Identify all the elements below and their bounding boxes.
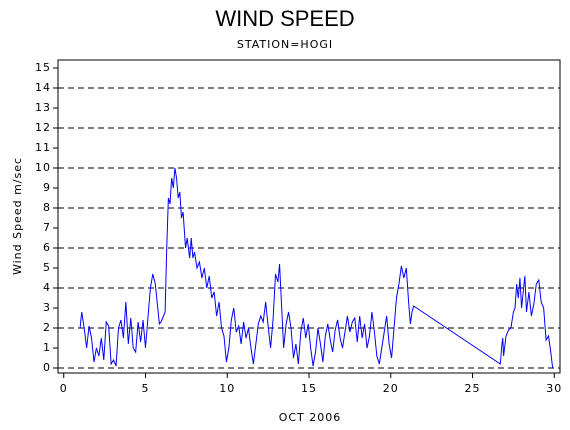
x-tick-label: 25 (465, 382, 481, 395)
y-tick-label: 7 (43, 221, 51, 234)
y-tick-label: 12 (35, 121, 51, 134)
y-tick-label: 8 (43, 201, 51, 214)
y-tick-label: 4 (43, 281, 51, 294)
y-tick-label: 13 (35, 101, 51, 114)
plot-frame (57, 59, 561, 374)
x-tick-label: 30 (546, 382, 562, 395)
x-tick-label: 15 (301, 382, 317, 395)
y-tick-label: 15 (35, 61, 51, 74)
y-tick-label: 0 (43, 361, 51, 374)
x-tick-label: 0 (60, 382, 68, 395)
x-tick-label: 10 (219, 382, 235, 395)
y-tick-label: 6 (43, 241, 51, 254)
y-tick-label: 11 (35, 141, 51, 154)
y-tick-label: 2 (43, 321, 51, 334)
x-axis-label: OCT 2006 (279, 411, 342, 424)
x-tick-label: 20 (383, 382, 399, 395)
data-line (79, 167, 554, 369)
y-tick-label: 10 (35, 161, 51, 174)
y-axis-label: Wind Speed m/sec (11, 157, 24, 275)
chart-title: WIND SPEED (215, 6, 354, 31)
y-tick-label: 14 (35, 81, 51, 94)
y-tick-label: 5 (43, 261, 51, 274)
y-tick-label: 3 (43, 301, 51, 314)
y-tick-label: 9 (43, 181, 51, 194)
chart-subtitle: STATION=HOGI (237, 38, 333, 51)
y-tick-label: 1 (43, 341, 51, 354)
x-tick-label: 5 (141, 382, 149, 395)
